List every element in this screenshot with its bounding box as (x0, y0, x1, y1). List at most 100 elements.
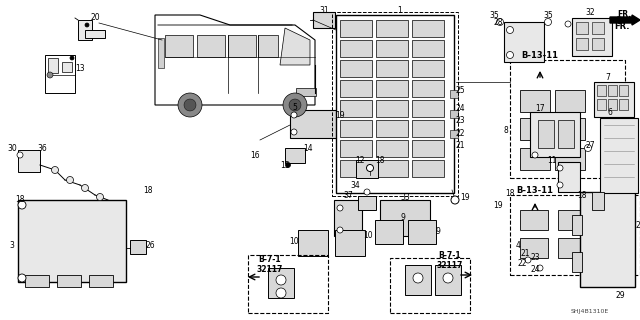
Bar (340, 60, 372, 77)
Bar (592, 22, 604, 34)
Circle shape (367, 164, 374, 172)
Bar (510, 60, 625, 178)
Bar (390, 258, 470, 313)
Bar (450, 110, 458, 118)
Text: 21: 21 (455, 140, 465, 149)
Circle shape (291, 129, 297, 135)
Bar (332, 12, 458, 196)
Circle shape (506, 27, 513, 34)
Text: 9: 9 (401, 212, 405, 221)
Text: 31: 31 (319, 5, 329, 14)
Bar (412, 120, 444, 137)
Circle shape (337, 227, 343, 233)
Text: 26: 26 (145, 241, 155, 250)
Polygon shape (280, 28, 310, 65)
Circle shape (184, 99, 196, 111)
Text: 10: 10 (289, 237, 299, 246)
Bar (57, 275, 81, 287)
Text: 18: 18 (143, 186, 153, 195)
Bar (510, 195, 640, 275)
Circle shape (291, 112, 297, 118)
Text: 32117: 32117 (437, 260, 463, 269)
Bar (592, 192, 604, 210)
Text: 19: 19 (335, 110, 345, 119)
Text: 18: 18 (505, 188, 515, 197)
Text: 12: 12 (355, 156, 365, 164)
Bar (558, 120, 574, 148)
Text: 23: 23 (455, 116, 465, 124)
Text: 15: 15 (280, 161, 290, 170)
Text: 9: 9 (436, 228, 440, 236)
Circle shape (97, 194, 104, 201)
Bar (85, 30, 105, 38)
Bar (530, 112, 580, 157)
Bar (336, 15, 454, 193)
Circle shape (67, 177, 74, 183)
Bar (18, 150, 40, 172)
Circle shape (70, 56, 74, 60)
Bar (597, 85, 606, 96)
Bar (412, 60, 444, 77)
Text: B-7-1: B-7-1 (259, 255, 282, 265)
Circle shape (443, 273, 453, 283)
Text: 34: 34 (350, 180, 360, 189)
Bar (619, 99, 628, 110)
Bar (340, 100, 372, 117)
Text: 18: 18 (577, 190, 587, 199)
Bar (228, 35, 256, 57)
Text: 22: 22 (455, 129, 465, 138)
Bar (78, 20, 92, 40)
Circle shape (337, 205, 343, 211)
Circle shape (565, 21, 571, 27)
Text: 29: 29 (615, 291, 625, 300)
Text: 19: 19 (460, 194, 470, 203)
Circle shape (47, 72, 53, 78)
Bar (340, 20, 372, 37)
Bar (356, 160, 378, 178)
Text: 13: 13 (75, 63, 85, 73)
Circle shape (276, 288, 286, 298)
Text: 33: 33 (400, 194, 410, 203)
Bar (18, 200, 126, 282)
Text: 36: 36 (37, 143, 47, 153)
Bar (580, 192, 635, 287)
Text: 28: 28 (493, 18, 503, 27)
Bar (62, 62, 72, 72)
FancyArrow shape (610, 15, 640, 25)
Circle shape (451, 196, 459, 204)
Bar (555, 118, 585, 140)
Circle shape (18, 201, 26, 209)
Bar (572, 252, 582, 272)
Bar (450, 130, 458, 138)
Bar (340, 140, 372, 157)
Bar (520, 90, 550, 112)
Text: 5: 5 (292, 102, 298, 111)
Bar (258, 35, 278, 57)
Bar (380, 200, 430, 236)
Bar (340, 40, 372, 57)
Circle shape (413, 273, 423, 283)
Bar (412, 80, 444, 97)
Text: 7: 7 (605, 73, 611, 82)
Bar (130, 240, 146, 254)
Bar (334, 200, 362, 236)
Text: 30: 30 (7, 143, 17, 153)
Bar (335, 230, 365, 256)
Bar (376, 160, 408, 177)
Bar (608, 85, 617, 96)
Text: FR.: FR. (617, 10, 631, 19)
Text: 10: 10 (363, 231, 373, 241)
Bar (296, 88, 316, 96)
Bar (285, 148, 305, 163)
Circle shape (557, 182, 563, 188)
Bar (572, 18, 612, 56)
Bar (538, 120, 554, 148)
Circle shape (506, 52, 513, 59)
Bar (376, 140, 408, 157)
Bar (45, 55, 75, 93)
Text: 32117: 32117 (257, 266, 283, 275)
Bar (504, 22, 544, 62)
Text: 23: 23 (530, 253, 540, 262)
Bar (197, 35, 225, 57)
Bar (412, 100, 444, 117)
